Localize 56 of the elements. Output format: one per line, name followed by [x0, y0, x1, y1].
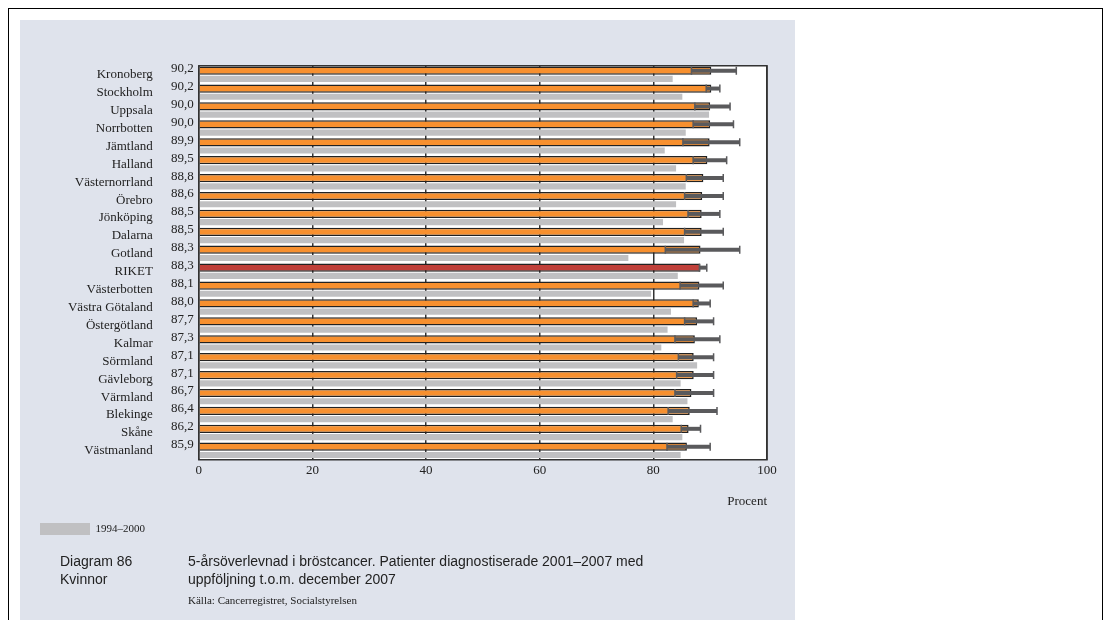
- y-tick-label: Västra Götaland: [67, 298, 154, 314]
- data-label: 88,5: [171, 203, 194, 219]
- x-tick-label: 20: [305, 462, 319, 478]
- x-tick-label: 100: [757, 462, 777, 478]
- data-label: 87,7: [171, 310, 195, 326]
- y-tick-label: Östergötland: [85, 316, 154, 332]
- y-tick-label: RIKET: [114, 263, 153, 279]
- y-tick-label: Jönköping: [98, 209, 154, 225]
- y-tick-label: Sörmland: [102, 352, 154, 368]
- legend-label: 1994–2000: [95, 521, 146, 534]
- data-label: 86,7: [171, 382, 195, 398]
- data-label: 90,0: [171, 95, 194, 111]
- data-label: 90,0: [171, 113, 194, 129]
- data-label: 90,2: [171, 60, 194, 76]
- data-label: 87,1: [171, 346, 194, 362]
- x-axis-title: Procent: [727, 492, 768, 508]
- text: Diagram 86: [60, 553, 133, 569]
- data-label: 85,9: [171, 436, 194, 452]
- x-tick-label: 0: [195, 462, 203, 478]
- data-label: 88,6: [171, 185, 195, 201]
- text: Källa: Cancerregistret, Socialstyrelsen: [188, 594, 358, 606]
- data-label: 89,9: [171, 131, 194, 147]
- y-tick-label: Norrbotten: [95, 119, 154, 135]
- y-tick-label: Gävleborg: [98, 370, 154, 386]
- y-tick-label: Västmanland: [84, 442, 154, 458]
- data-label: 88,3: [171, 257, 194, 273]
- y-tick-label: Uppsala: [110, 101, 154, 117]
- text: 5-årsöverlevnad i bröstcancer. Patienter diagnostiserade 2001–2007 med uppföljning t.o.m. december 2007: [188, 552, 645, 588]
- y-tick-label: Jämtland: [105, 137, 154, 153]
- y-tick-label: Västernorrland: [74, 173, 154, 189]
- y-tick-label: Blekinge: [105, 406, 154, 422]
- data-label: 88,3: [171, 239, 194, 255]
- x-tick-label: 80: [646, 462, 660, 478]
- y-tick-label: Dalarna: [111, 227, 154, 243]
- text: Kvinnor: [60, 571, 108, 587]
- data-label: 88,8: [171, 167, 194, 183]
- data-label: 88,5: [171, 221, 194, 237]
- data-label: 87,3: [171, 328, 194, 344]
- data-label: 86,4: [171, 400, 195, 416]
- x-tick-label: 40: [419, 462, 433, 478]
- x-tick-label: 60: [533, 462, 547, 478]
- data-label: 87,1: [171, 364, 194, 380]
- data-label: 90,2: [171, 77, 194, 93]
- y-tick-label: Kronoberg: [96, 66, 154, 82]
- data-label: 86,2: [171, 418, 194, 434]
- y-tick-label: Örebro: [116, 191, 153, 207]
- y-tick-label: Halland: [111, 155, 154, 171]
- data-label: 89,5: [171, 149, 194, 165]
- y-tick-label: Värmland: [100, 388, 154, 404]
- y-tick-label: Kalmar: [113, 334, 154, 350]
- y-tick-label: Skåne: [121, 424, 154, 440]
- y-tick-label: Västerbotten: [86, 281, 154, 297]
- y-tick-label: Gotland: [110, 245, 154, 261]
- y-tick-label: Stockholm: [96, 84, 153, 100]
- data-label: 88,1: [171, 274, 194, 290]
- data-label: 88,0: [171, 292, 194, 308]
